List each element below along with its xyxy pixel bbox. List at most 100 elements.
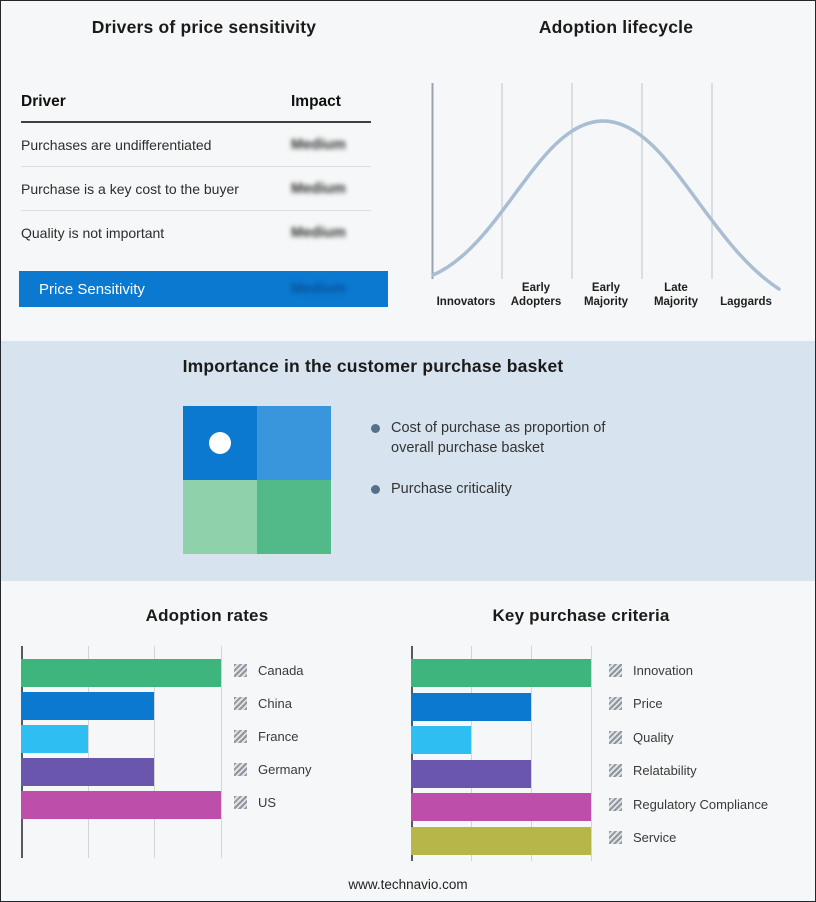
bar-price — [411, 692, 531, 721]
top-section: Drivers of price sensitivity Driver Impa… — [1, 1, 815, 341]
bar-row — [411, 726, 591, 754]
summary-impact-blurred: Medium — [291, 281, 346, 297]
bar-row — [411, 759, 591, 788]
lifecycle-stage-labels: Innovators Early Adopters Early Majority La… — [431, 282, 781, 310]
summary-label: Price Sensitivity — [39, 280, 145, 298]
legend-swatch-icon — [234, 663, 247, 677]
impact-cell-blurred: Medium — [291, 180, 346, 197]
price-sensitivity-table: Driver Impact Purchases are undifferenti… — [21, 93, 371, 254]
legend-item-price: Price — [609, 690, 768, 718]
position-dot — [209, 432, 231, 454]
gridline — [531, 646, 532, 861]
lifecycle-stage-label: Early Adopters — [510, 282, 562, 308]
bar-row — [411, 793, 591, 821]
legend-item-regulatory-compliance: Regulatory Compliance — [609, 790, 768, 818]
basket-panel-title: Importance in the customer purchase bask… — [182, 356, 564, 376]
bullet-text: Cost of purchase as proportion of overal… — [391, 420, 606, 456]
bullet-item: Cost of purchase as proportion of overal… — [371, 419, 641, 458]
adoption-lifecycle-chart — [431, 83, 781, 291]
bar-row — [21, 791, 221, 819]
impact-column-header: Impact — [291, 93, 341, 110]
gridline — [221, 646, 222, 858]
quadrant-cell-bottom-right — [257, 480, 331, 554]
bar-row — [411, 826, 591, 855]
legend-swatch-icon — [609, 831, 622, 844]
gridline — [591, 646, 592, 861]
bar-us — [21, 791, 221, 819]
key-purchase-criteria-chart — [411, 646, 592, 861]
bar-row — [411, 692, 591, 721]
quadrant-cell-top-left — [183, 406, 257, 480]
legend-label: China — [258, 695, 292, 711]
adoption-rates-legend: Canada China France Germany US — [234, 656, 311, 821]
driver-column-header: Driver — [21, 93, 66, 110]
bullet-item: Purchase criticality — [371, 480, 641, 500]
legend-label: US — [258, 794, 277, 810]
bar-row — [21, 725, 221, 753]
legend-item-service: Service — [609, 824, 768, 852]
bell-curve — [431, 119, 781, 291]
legend-label: Relatability — [633, 763, 697, 778]
price-sensitivity-summary-row: Price Sensitivity Medium — [19, 271, 388, 307]
key-purchase-criteria-legend: Innovation Price Quality Relatability Regula… — [609, 656, 768, 857]
impact-cell-blurred: Medium — [291, 224, 346, 241]
bottom-section: Adoption rates Key purchase criteria Can… — [1, 581, 815, 901]
bar-germany — [21, 758, 155, 786]
legend-swatch-icon — [234, 729, 247, 743]
legend-swatch-icon — [609, 730, 622, 744]
driver-cell: Purchase is a key cost to the buyer — [21, 180, 239, 197]
legend-label: Germany — [258, 761, 312, 777]
bar-row — [411, 659, 591, 687]
bullet-dot-icon — [371, 424, 380, 433]
bar-relatability — [411, 759, 531, 788]
legend-label: Service — [633, 830, 677, 845]
legend-label: Regulatory Compliance — [633, 796, 769, 812]
bar-france — [21, 725, 88, 753]
lifecycle-stage-label: Innovators — [436, 295, 496, 308]
table-row: Purchases are undifferentiated Medium — [21, 123, 371, 167]
footer-url: www.technavio.com — [348, 877, 468, 892]
key-purchase-criteria-title: Key purchase criteria — [492, 606, 670, 625]
bar-quality — [411, 726, 471, 754]
lifecycle-stage-label: Early Majority — [583, 282, 629, 308]
purchase-basket-section: Importance in the customer purchase bask… — [1, 341, 815, 581]
legend-item-china: China — [234, 689, 311, 717]
gridline — [470, 646, 472, 861]
legend-swatch-icon — [609, 663, 622, 677]
adoption-rates-title: Adoption rates — [145, 606, 269, 625]
legend-item-canada: Canada — [234, 656, 311, 684]
legend-swatch-icon — [609, 764, 622, 777]
lifecycle-stage-label: Laggards — [720, 295, 772, 308]
drivers-panel-title: Drivers of price sensitivity — [91, 17, 317, 37]
legend-swatch-icon — [609, 697, 622, 710]
bar-service — [411, 826, 591, 855]
bullet-text: Purchase criticality — [391, 481, 512, 498]
purchase-basket-quadrant — [183, 406, 331, 554]
legend-swatch-icon — [234, 762, 247, 776]
legend-item-relatability: Relatability — [609, 757, 768, 785]
quadrant-cell-bottom-left — [183, 480, 257, 554]
legend-swatch-icon — [234, 696, 247, 710]
bar-row — [21, 692, 221, 720]
legend-label: Innovation — [633, 662, 693, 678]
adoption-rates-chart — [21, 646, 222, 858]
bar-regulatory-compliance — [411, 793, 591, 821]
table-header: Driver Impact — [21, 93, 371, 123]
table-row: Purchase is a key cost to the buyer Medi… — [21, 167, 371, 211]
impact-cell-blurred: Medium — [291, 136, 346, 153]
lifecycle-stage-label: Late Majority — [653, 282, 699, 308]
legend-label: France — [258, 728, 299, 744]
bar-china — [21, 692, 155, 720]
bar-canada — [21, 659, 221, 687]
driver-cell: Purchases are undifferentiated — [21, 136, 212, 153]
bar-row — [21, 758, 221, 786]
driver-cell: Quality is not important — [21, 224, 165, 241]
legend-item-france: France — [234, 722, 311, 750]
legend-item-quality: Quality — [609, 723, 768, 751]
bar-innovation — [411, 659, 591, 687]
legend-swatch-icon — [234, 795, 247, 809]
bar-row — [21, 659, 221, 687]
gridline — [87, 646, 89, 858]
quadrant-cell-top-right — [257, 406, 331, 480]
